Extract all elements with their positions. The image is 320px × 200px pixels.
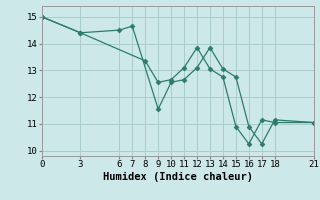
X-axis label: Humidex (Indice chaleur): Humidex (Indice chaleur): [103, 172, 252, 182]
